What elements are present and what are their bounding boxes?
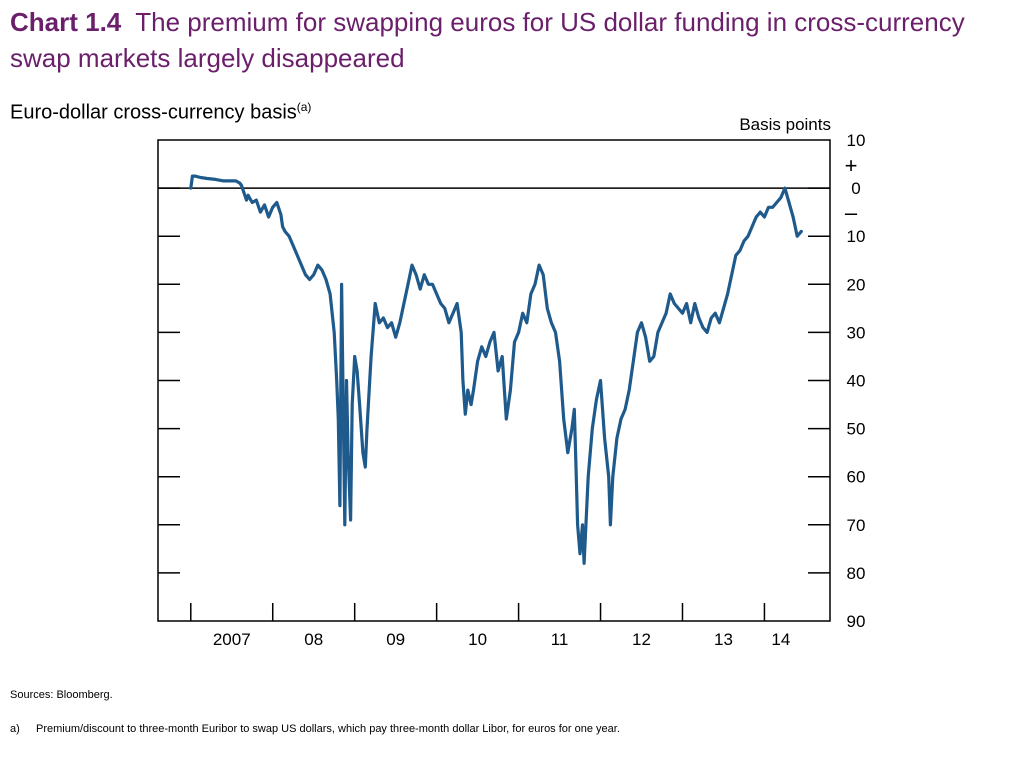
y-axis-labels: 10 0 10 20 30 40 50 60 70 80 90 bbox=[847, 131, 866, 631]
sources-note: Sources: Bloomberg. bbox=[10, 689, 113, 701]
chart-title-text: The premium for swapping euros for US do… bbox=[10, 7, 965, 73]
basis-series-line bbox=[189, 174, 803, 565]
y-tick-label: 20 bbox=[847, 275, 866, 294]
y-tick-label: 60 bbox=[847, 468, 866, 487]
y-tick-label: 30 bbox=[847, 323, 866, 342]
y-axis-title: Basis points bbox=[739, 115, 831, 134]
y-tick-label: 80 bbox=[847, 564, 866, 583]
positive-sign: + bbox=[845, 153, 858, 178]
y-tick-label: 10 bbox=[847, 227, 866, 246]
footnote: a) Premium/discount to three-month Euribo… bbox=[10, 723, 620, 735]
x-tick-label: 14 bbox=[771, 630, 790, 649]
x-tick-label: 11 bbox=[551, 630, 569, 649]
x-tick-label: 09 bbox=[386, 630, 405, 649]
x-tick-label: 08 bbox=[304, 630, 323, 649]
y-tick-label: 40 bbox=[847, 372, 866, 391]
x-axis-labels: 2007 08 09 10 11 12 13 14 bbox=[213, 630, 790, 649]
x-axis-ticks bbox=[190, 603, 766, 621]
y-tick-label: 90 bbox=[847, 612, 866, 631]
x-tick-label: 10 bbox=[468, 630, 487, 649]
chart-number: Chart 1.4 bbox=[10, 7, 122, 37]
chart-subtitle: Euro-dollar cross-currency basis(a) bbox=[10, 100, 311, 125]
footnote-text: Premium/discount to three-month Euribor … bbox=[36, 723, 620, 735]
chart-title: Chart 1.4 The premium for swapping euros … bbox=[10, 4, 1010, 76]
y-tick-label: 70 bbox=[847, 516, 866, 535]
y-tick-label: 0 bbox=[851, 179, 860, 198]
x-tick-label: 12 bbox=[632, 630, 651, 649]
negative-sign: – bbox=[845, 200, 858, 225]
footnote-reference: (a) bbox=[296, 100, 312, 114]
y-axis-ticks bbox=[158, 187, 830, 574]
y-tick-label: 10 bbox=[847, 131, 866, 150]
x-tick-label: 13 bbox=[714, 630, 733, 649]
y-tick-label: 50 bbox=[847, 420, 866, 439]
x-tick-label: 2007 bbox=[213, 630, 251, 649]
chart-subtitle-text: Euro-dollar cross-currency basis bbox=[10, 101, 297, 124]
footnote-mark: a) bbox=[10, 723, 20, 735]
